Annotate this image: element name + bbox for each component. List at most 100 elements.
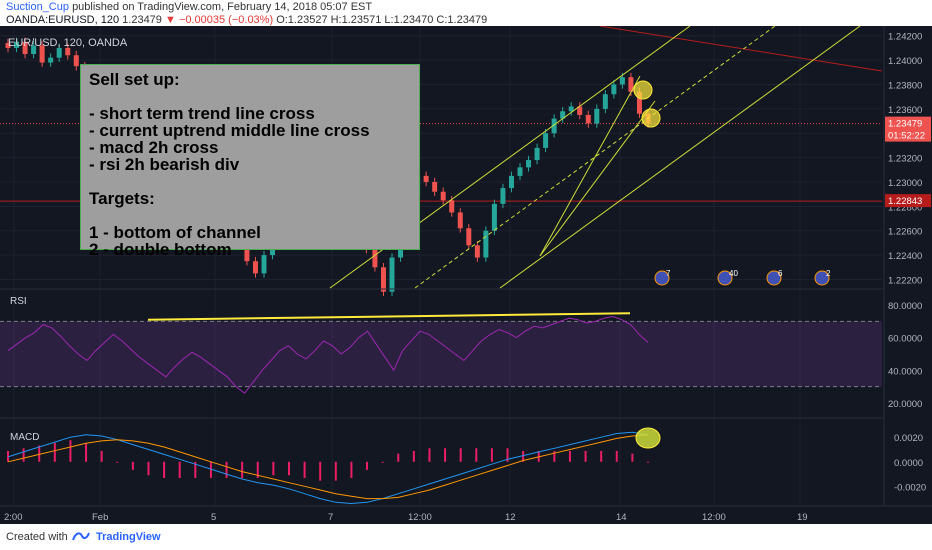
- footer: Created with TradingView: [0, 524, 932, 550]
- candle: [14, 41, 20, 48]
- countdown-label: 01:52:22: [888, 131, 925, 142]
- macd-histogram-bar: [7, 450, 9, 462]
- macd-line: [7, 431, 649, 505]
- macd-histogram-bar: [584, 450, 587, 462]
- macd-histogram-bar: [287, 461, 290, 476]
- time-tick: 12:00: [702, 512, 726, 523]
- candle: [56, 47, 62, 58]
- candle: [22, 41, 28, 55]
- macd-histogram-bar: [131, 461, 134, 470]
- rsi-tick: 80.0000: [888, 301, 922, 312]
- price-tick: 1.22200: [888, 275, 922, 286]
- price-change: −0.00035 (−0.03%): [178, 14, 274, 26]
- rsi-band: [0, 321, 882, 387]
- last-price: 1.23479: [122, 14, 162, 26]
- event-markers: 7 40 6 2: [654, 269, 831, 286]
- candle: [252, 261, 258, 274]
- price-tick: 1.23000: [888, 178, 922, 189]
- axes: 1.242001.240001.238001.236001.234001.232…: [0, 26, 932, 524]
- macd-histogram-bar: [444, 448, 447, 462]
- event-flag-icon: [814, 270, 830, 286]
- candle: [517, 167, 523, 176]
- rsi-line: [7, 315, 649, 394]
- macd-label: MACD: [10, 432, 39, 443]
- candle: [440, 191, 446, 201]
- note-line: 2 - double bottom: [89, 240, 232, 259]
- macd-tick: 0.0000: [894, 458, 923, 469]
- cross-marker: [633, 80, 653, 100]
- time-tick: 14: [616, 512, 627, 523]
- note-line: Targets:: [89, 189, 155, 208]
- macd-histogram-bar: [147, 461, 150, 476]
- candle: [568, 106, 574, 112]
- time-tick: 7: [328, 512, 333, 523]
- short-trend-line: [539, 100, 656, 257]
- macd-histogram-bar: [366, 461, 369, 470]
- chart-area[interactable]: RSI MACD 1.24200 1.24000 1.23800 1.23600 1.2…: [0, 26, 932, 524]
- event-count: 40: [729, 269, 738, 278]
- event-flag-icon: [654, 270, 670, 286]
- macd-histogram-bar: [225, 461, 228, 478]
- price-tick: 1.23200: [888, 154, 922, 165]
- current-price-tag: [885, 116, 931, 142]
- event-flag-icon: [766, 270, 782, 286]
- candle: [602, 94, 608, 109]
- macd-histogram-bar: [241, 461, 244, 478]
- candle: [261, 255, 267, 274]
- macd-histogram-bar: [38, 445, 41, 462]
- candle: [611, 84, 617, 95]
- publish-line: Suction_Cup published on TradingView.com…: [6, 1, 372, 13]
- candle: [39, 45, 45, 63]
- macd-histogram-bar: [397, 453, 400, 462]
- symbol-label: OANDA:EURUSD, 120: [6, 14, 120, 26]
- macd-histogram-bar: [568, 450, 571, 462]
- candle: [65, 47, 71, 56]
- down-triangle-icon: ▼: [164, 14, 176, 26]
- macd-histogram-bar: [116, 461, 119, 463]
- candle: [457, 212, 463, 229]
- macd-histogram-bar: [615, 450, 618, 462]
- time-tick: 12:00: [408, 512, 432, 523]
- macd-histogram-bar: [490, 448, 493, 462]
- candle: [483, 230, 489, 258]
- macd-cross-marker: [635, 427, 661, 449]
- brand-link[interactable]: TradingView: [96, 531, 161, 543]
- note-line: - short term trend line cross: [89, 104, 315, 123]
- macd-histogram-bar: [600, 450, 603, 462]
- author-link[interactable]: Suction_Cup: [6, 1, 69, 13]
- cross-marker: [641, 108, 661, 128]
- candle: [628, 77, 634, 92]
- short-trend-line: [539, 75, 641, 257]
- note-line: - rsi 2h bearish div: [89, 155, 240, 174]
- candle: [244, 242, 250, 262]
- macd-histogram-bar: [428, 448, 431, 462]
- candle: [636, 91, 642, 114]
- note-line: [89, 173, 411, 190]
- candle: [380, 267, 386, 292]
- publish-header: Suction_Cup published on TradingView.com…: [0, 0, 932, 26]
- macd-histogram-bar: [272, 461, 275, 476]
- ohlc-values: O:1.23527 H:1.23571 L:1.23470 C:1.23479: [276, 14, 488, 26]
- macd-histogram-bar: [522, 450, 525, 462]
- tradingview-logo-icon: [72, 532, 90, 541]
- macd-tick: -0.0020: [894, 482, 926, 493]
- chart-svg[interactable]: RSI MACD 1.24200 1.24000 1.23800 1.23600 1.2…: [0, 26, 932, 524]
- publish-info: published on TradingView.com, February 1…: [72, 1, 373, 13]
- descending-line: [599, 26, 883, 72]
- candle: [423, 175, 429, 182]
- rsi-tick: 40.0000: [888, 366, 922, 377]
- note-line: - macd 2h cross: [89, 138, 219, 157]
- price-axis: [884, 26, 932, 524]
- candle: [551, 118, 557, 134]
- rsi-panel: RSI: [0, 288, 884, 394]
- candle: [449, 200, 455, 213]
- macd-histogram-bar: [303, 461, 306, 478]
- price-tick: 1.22600: [888, 227, 922, 238]
- candle: [594, 108, 600, 124]
- macd-panel: MACD: [0, 417, 884, 505]
- macd-histogram-bar: [537, 450, 540, 462]
- price-tick: 1.24000: [888, 56, 922, 67]
- macd-histogram-bar: [631, 453, 634, 462]
- price-tick: 1.22400: [888, 251, 922, 262]
- candle: [491, 203, 497, 231]
